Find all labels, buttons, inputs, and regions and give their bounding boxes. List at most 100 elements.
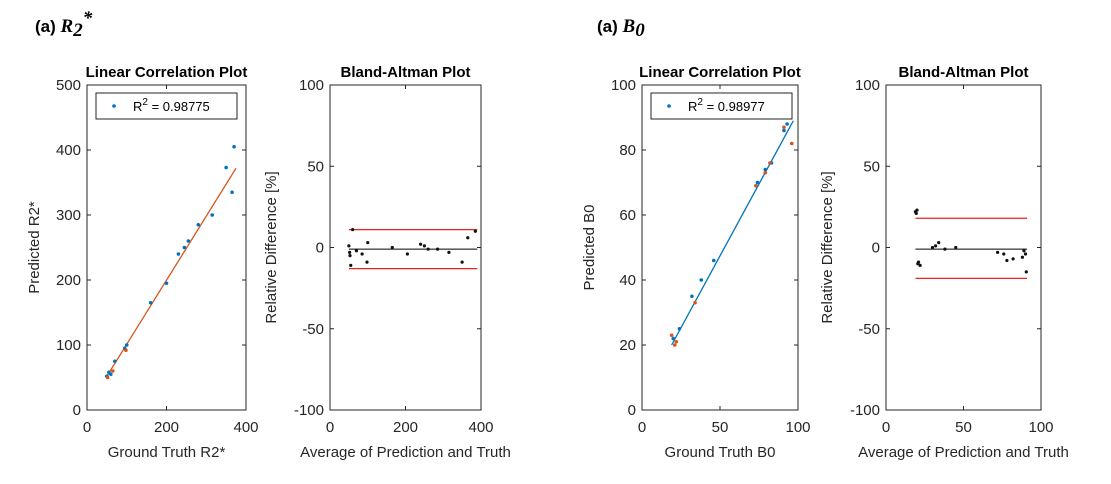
y-axis-label: Relative Difference [%] (263, 171, 280, 323)
predicted-point (224, 165, 228, 170)
difference-point (1005, 258, 1009, 263)
x-axis-label: Ground Truth R2* (108, 444, 226, 461)
y-tick-label: 50 (863, 158, 880, 175)
panel-subscript: 2 (72, 20, 83, 41)
difference-point (943, 247, 947, 251)
difference-point (1002, 252, 1006, 256)
predicted-point-alt (674, 339, 679, 344)
panel-label-text: (a) (35, 17, 61, 36)
predicted-point (109, 372, 113, 377)
regression-line (105, 167, 237, 378)
predicted-point-alt (768, 161, 772, 165)
predicted-point-alt (789, 141, 794, 146)
y-tick-label: 100 (855, 77, 880, 94)
difference-point (435, 247, 440, 251)
predicted-point-alt (124, 348, 128, 353)
x-tick-label: 0 (326, 419, 334, 436)
legend-box (650, 92, 793, 120)
y-tick-label: 20 (619, 337, 636, 354)
x-axis-label: Average of Prediction and Truth (300, 444, 511, 461)
difference-point (447, 250, 451, 254)
difference-point (996, 250, 1000, 254)
legend-label: R2 = 0.98775 (133, 97, 210, 114)
predicted-point (210, 213, 215, 217)
predicted-point (690, 294, 694, 299)
legend-marker (112, 104, 116, 108)
panel-superscript: * (83, 8, 93, 29)
legend-value: = 0.98977 (703, 99, 765, 114)
y-axis-label: Predicted B0 (581, 205, 598, 291)
regression-line (671, 120, 794, 346)
panel-label-text: (a) (597, 17, 623, 36)
y-tick-label: -100 (850, 402, 880, 419)
legend-sup: 2 (142, 97, 148, 108)
x-tick-label: 0 (83, 419, 91, 436)
y-tick-label: 100 (299, 77, 324, 94)
predicted-point-alt (763, 170, 768, 175)
x-tick-label: 0 (638, 419, 646, 436)
difference-point (348, 250, 352, 254)
predicted-point (113, 359, 117, 364)
predicted-point (186, 239, 191, 243)
predicted-point (230, 190, 234, 195)
y-tick-label: 200 (56, 272, 81, 289)
difference-point (916, 260, 921, 264)
legend-sup: 2 (697, 97, 703, 108)
predicted-point (677, 326, 682, 331)
y-axis-label: Predicted R2* (26, 201, 43, 294)
plot-title: Linear Correlation Plot (639, 64, 801, 81)
y-tick-label: -50 (858, 321, 880, 338)
predicted-point (785, 122, 789, 126)
difference-point (1023, 252, 1028, 256)
legend-r: R (133, 99, 142, 114)
chart-1: (a) R2*Linear Correlation Plot0100200300… (26, 8, 259, 461)
axes-box (329, 84, 482, 411)
legend-marker (667, 104, 671, 108)
y-tick-label: -50 (302, 321, 324, 338)
y-tick-label: 50 (307, 158, 324, 175)
y-tick-label: 0 (316, 240, 324, 257)
difference-point (937, 241, 941, 245)
difference-point (473, 229, 477, 233)
difference-point (426, 247, 430, 251)
difference-point (347, 244, 351, 248)
plot-title: Linear Correlation Plot (86, 64, 248, 81)
y-tick-label: 0 (73, 402, 81, 419)
predicted-point-alt (693, 300, 697, 305)
x-tick-label: 100 (785, 419, 810, 436)
difference-point (466, 236, 470, 240)
predicted-point (671, 336, 675, 341)
legend-value: = 0.98775 (148, 99, 210, 114)
difference-point (405, 252, 409, 256)
difference-point (1011, 257, 1015, 261)
y-tick-label: 400 (56, 142, 81, 159)
predicted-point (232, 144, 236, 149)
predicted-point-alt (754, 183, 758, 188)
difference-point (422, 244, 426, 248)
difference-point (954, 245, 958, 250)
predicted-point-alt (669, 333, 674, 338)
y-tick-label: -100 (294, 402, 324, 419)
y-tick-label: 300 (56, 207, 81, 224)
predicted-point (176, 252, 181, 256)
y-axis-label: Relative Difference [%] (819, 171, 836, 323)
difference-point (1022, 249, 1026, 253)
difference-point (915, 208, 919, 212)
predicted-point (755, 180, 760, 185)
difference-point (934, 244, 938, 248)
difference-point (419, 242, 423, 246)
difference-point (351, 228, 355, 232)
predicted-point (196, 222, 201, 227)
predicted-point-alt (105, 375, 110, 380)
legend: R2 = 0.98977 (650, 92, 793, 120)
x-tick-label: 200 (154, 419, 179, 436)
x-tick-label: 400 (233, 419, 258, 436)
difference-point (1020, 255, 1024, 259)
y-tick-label: 60 (619, 207, 636, 224)
chart-2: Bland-Altman Plot -100 -50 0 50 100 0 200 400 Ave… (263, 64, 511, 461)
panel-symbol: B (622, 16, 636, 37)
difference-point (365, 260, 369, 264)
y-tick-label: 100 (56, 337, 81, 354)
